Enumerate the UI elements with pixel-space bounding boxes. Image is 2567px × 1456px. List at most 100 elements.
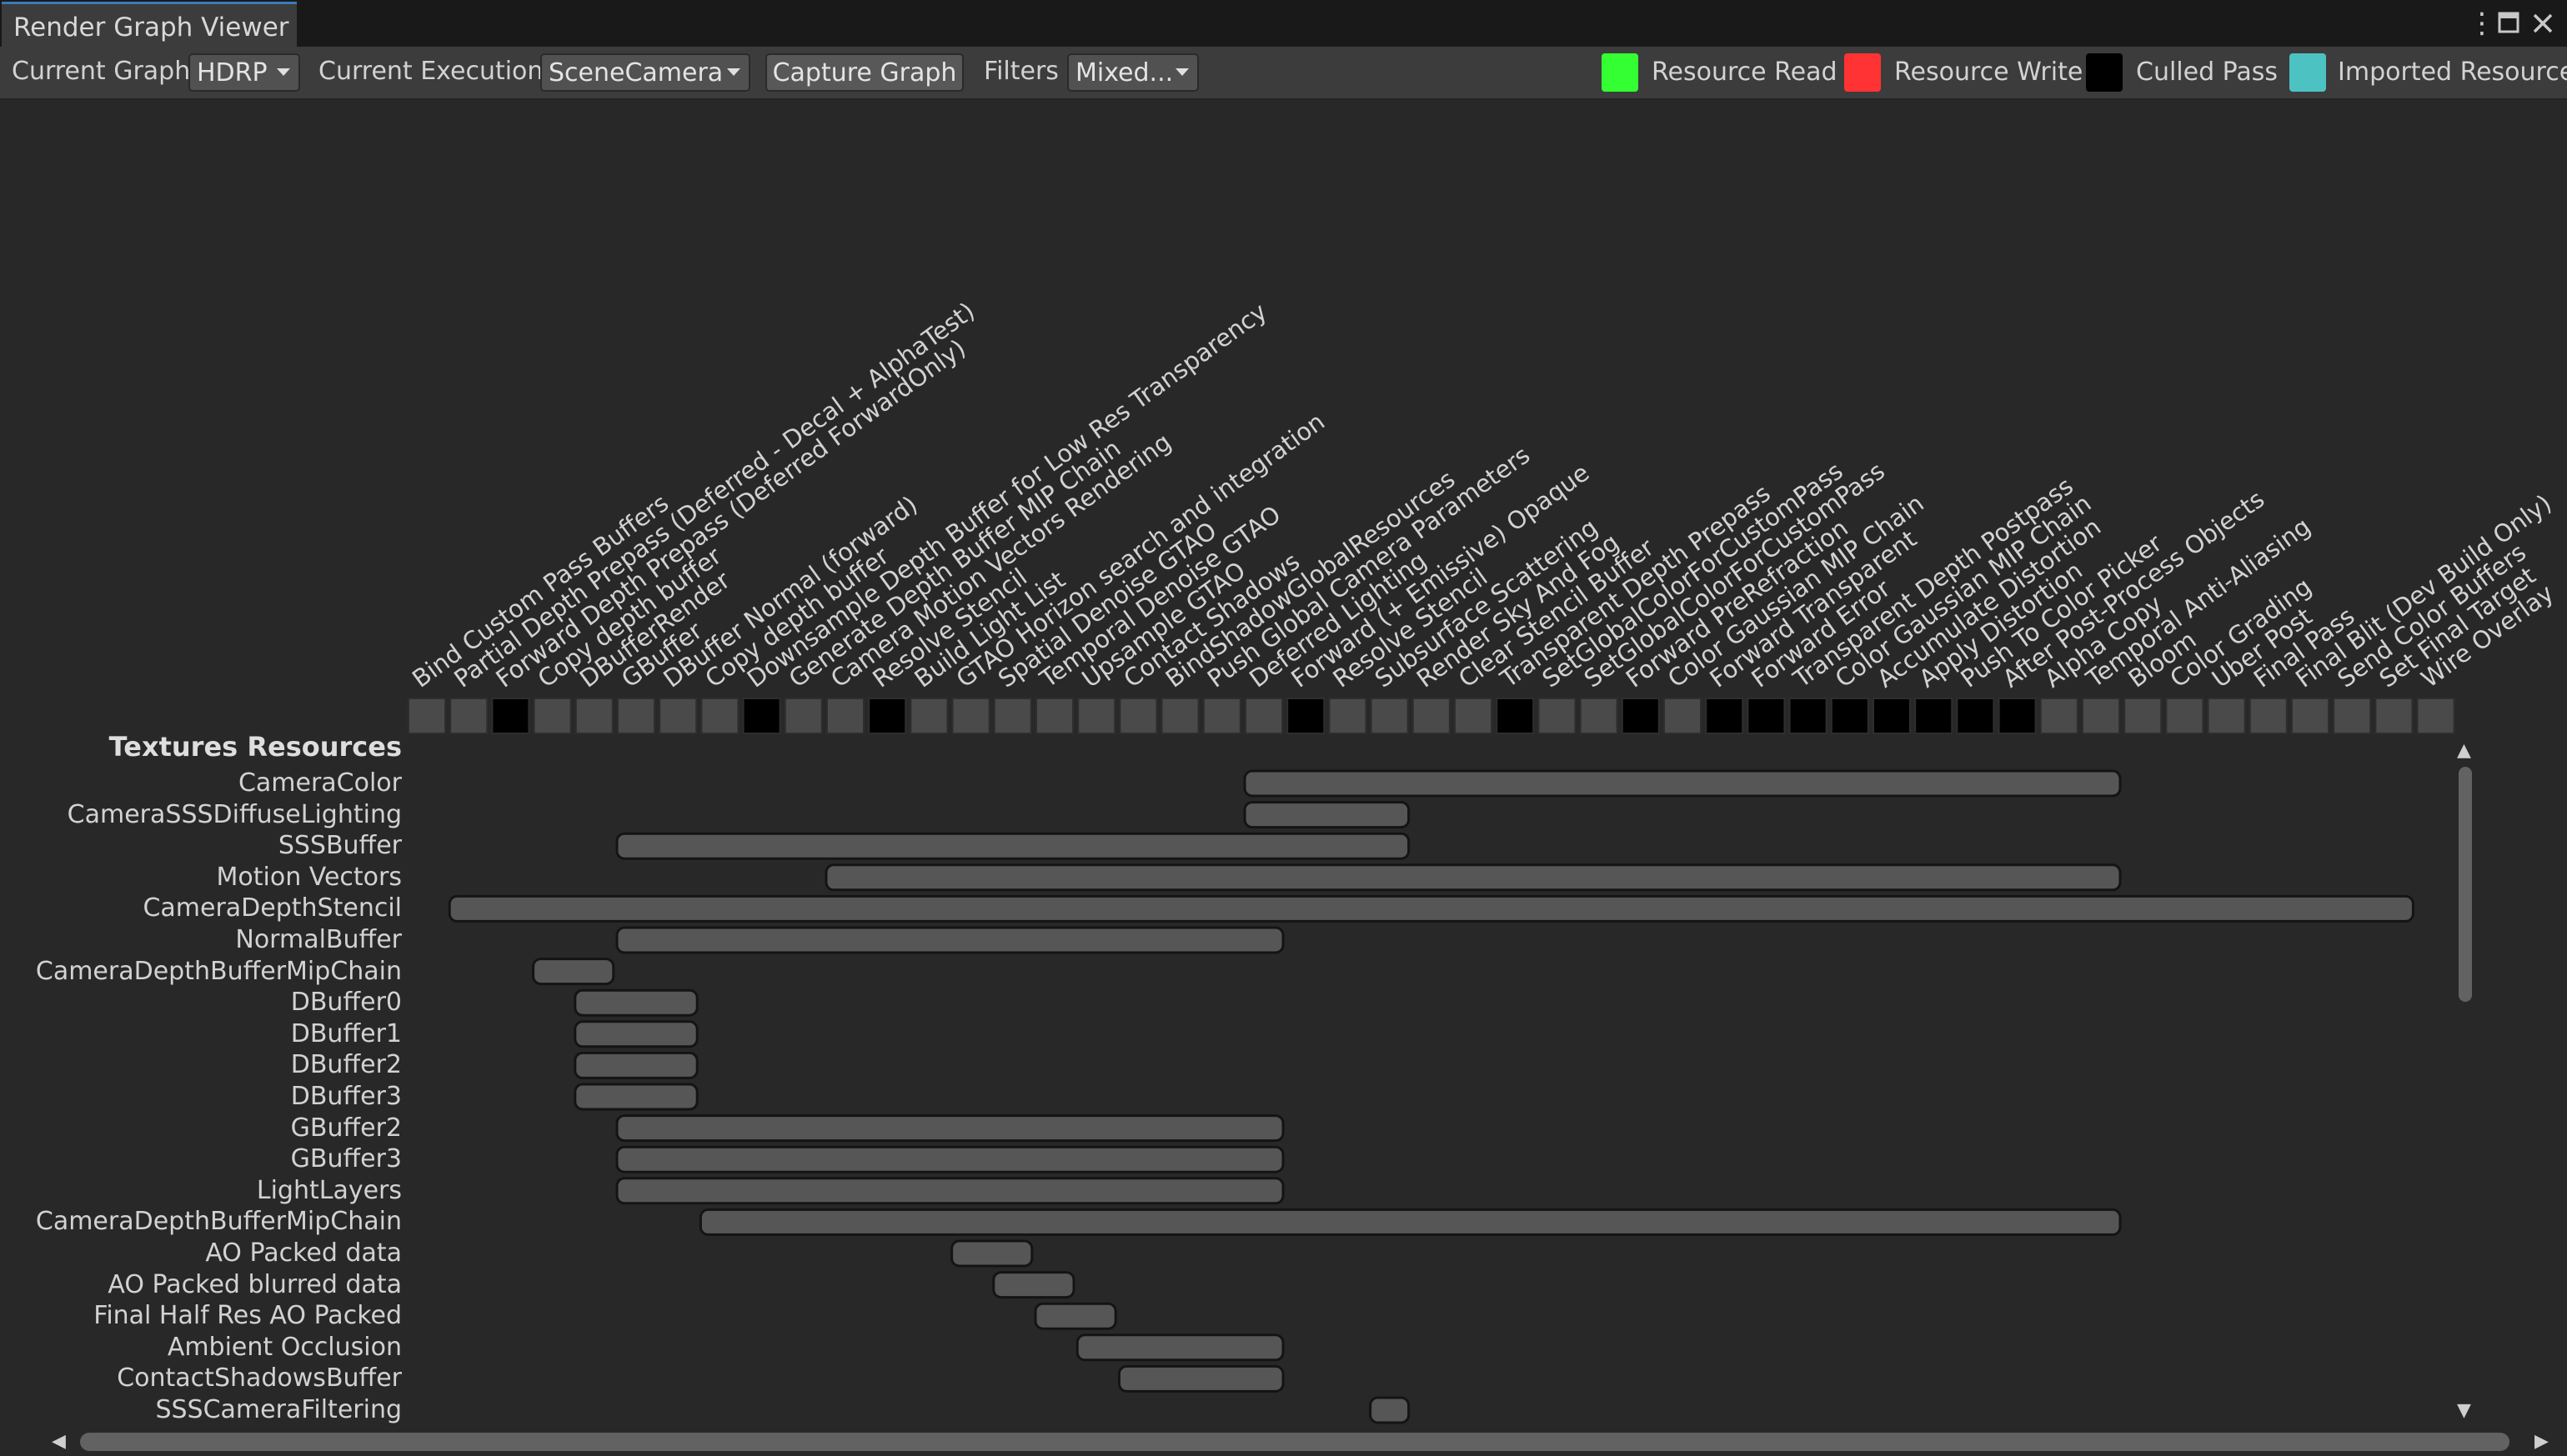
resource-label: ContactShadowsBuffer [117,1363,402,1393]
resource-lifetime-bar[interactable] [615,1145,1285,1173]
resource-lifetime-bar[interactable] [615,832,1411,860]
vertical-scroll-thumb[interactable] [2459,767,2472,1002]
scroll-up-icon[interactable]: ▲ [2457,740,2471,761]
resource-lifetime-bar[interactable] [1075,1333,1285,1362]
resource-lifetime-bar[interactable] [574,988,699,1017]
window-tab[interactable]: Render Graph Viewer [2,2,297,47]
pass-cell[interactable] [1161,698,1200,734]
pass-cell[interactable] [617,698,655,734]
filters-value: Mixed... [1075,58,1174,88]
pass-cell[interactable] [1788,698,1827,734]
scroll-right-icon[interactable]: ▶ [2534,1431,2549,1452]
pass-cell[interactable] [1286,698,1326,734]
pass-cell[interactable] [1873,698,1911,734]
resource-lifetime-bar[interactable] [1369,1396,1411,1424]
window-title: Render Graph Viewer [13,13,289,43]
pass-cell[interactable] [449,698,489,734]
pass-cell[interactable] [1621,698,1660,734]
resource-lifetime-bar[interactable] [615,1114,1285,1143]
pass-cell[interactable] [1537,698,1577,734]
legend-swatch-imported-resource [2289,53,2326,92]
resource-lifetime-bar[interactable] [574,1020,699,1048]
resource-lifetime-bar[interactable] [448,894,2414,923]
legend-swatch-resource-read [1602,53,1638,92]
close-icon[interactable] [2531,7,2554,43]
scroll-down-icon[interactable]: ▼ [2457,1400,2471,1421]
pass-cell[interactable] [910,698,949,734]
pass-cell[interactable] [2039,698,2078,734]
pass-cell[interactable] [1663,698,1702,734]
resource-lifetime-bar[interactable] [1243,801,1411,829]
scroll-left-icon[interactable]: ◀ [52,1431,66,1452]
resource-label: CameraDepthStencil [143,893,402,923]
pass-cell[interactable] [700,698,740,734]
pass-cell[interactable] [1747,698,1786,734]
pass-cell[interactable] [742,698,781,734]
pass-cell[interactable] [2165,698,2204,734]
pass-cell[interactable] [2207,698,2246,734]
resource-label: AO Packed data [205,1238,402,1268]
pass-cell[interactable] [1035,698,1074,734]
pass-cell[interactable] [826,698,865,734]
pass-cell[interactable] [659,698,698,734]
pass-cell[interactable] [1579,698,1618,734]
pass-cell[interactable] [2374,698,2414,734]
pass-cell[interactable] [1830,698,1869,734]
legend-label-imported-resource: Imported Resource [2338,58,2567,87]
filters-dropdown[interactable]: Mixed... [1067,53,1199,92]
current-execution-dropdown[interactable]: SceneCamera [540,53,750,92]
pass-cell[interactable] [1245,698,1283,734]
pass-cell[interactable] [2123,698,2163,734]
pass-cell[interactable] [1119,698,1158,734]
current-graph-dropdown[interactable]: HDRP [188,53,300,92]
pass-cell[interactable] [491,698,530,734]
pass-cell[interactable] [1914,698,1953,734]
resource-lifetime-bar[interactable] [699,1208,2122,1236]
pass-cell[interactable] [784,698,823,734]
resource-label: NormalBuffer [235,925,402,954]
pass-cell[interactable] [533,698,572,734]
resource-label: DBuffer1 [290,1018,402,1048]
kebab-menu-icon[interactable]: ⋮ [2468,7,2496,40]
capture-graph-button[interactable]: Capture Graph [765,53,964,92]
maximize-icon[interactable] [2498,7,2519,43]
pass-cell[interactable] [2291,698,2329,734]
pass-cell[interactable] [574,698,614,734]
resource-lifetime-bar[interactable] [1243,769,2122,798]
pass-cell[interactable] [1370,698,1409,734]
pass-cell[interactable] [1998,698,2037,734]
pass-cell[interactable] [1956,698,1995,734]
legend-swatch-culled-pass [2086,53,2123,92]
render-graph-area: Bind Custom Pass Buffers Partial Depth Pr… [0,100,2567,1456]
resource-lifetime-bar[interactable] [825,863,2122,892]
pass-cell[interactable] [2333,698,2372,734]
pass-cell[interactable] [408,698,446,734]
pass-cell[interactable] [951,698,990,734]
pass-cell[interactable] [1328,698,1367,734]
textures-resources-header: Textures Resources [108,731,402,763]
pass-cell[interactable] [1496,698,1535,734]
resource-lifetime-bar[interactable] [574,1051,699,1079]
pass-cell[interactable] [868,698,907,734]
resource-lifetime-bar[interactable] [992,1271,1075,1299]
resource-lifetime-bar[interactable] [574,1083,699,1111]
resource-lifetime-bar[interactable] [1117,1364,1285,1393]
resource-label: Motion Vectors [216,862,402,892]
resource-lifetime-bar[interactable] [950,1239,1034,1268]
chevron-down-icon [1176,68,1189,76]
pass-cell[interactable] [1411,698,1451,734]
resource-label: LightLayers [256,1175,402,1205]
pass-cell[interactable] [1705,698,1744,734]
pass-cell[interactable] [1454,698,1492,734]
pass-cell[interactable] [1202,698,1241,734]
pass-cell[interactable] [2416,698,2455,734]
resource-lifetime-bar[interactable] [615,1177,1285,1205]
pass-cell[interactable] [993,698,1032,734]
resource-lifetime-bar[interactable] [532,958,615,986]
pass-cell[interactable] [1077,698,1116,734]
resource-lifetime-bar[interactable] [1034,1302,1117,1330]
pass-cell[interactable] [2082,698,2120,734]
horizontal-scroll-thumb[interactable] [80,1433,2509,1451]
pass-cell[interactable] [2249,698,2288,734]
resource-lifetime-bar[interactable] [615,926,1285,954]
